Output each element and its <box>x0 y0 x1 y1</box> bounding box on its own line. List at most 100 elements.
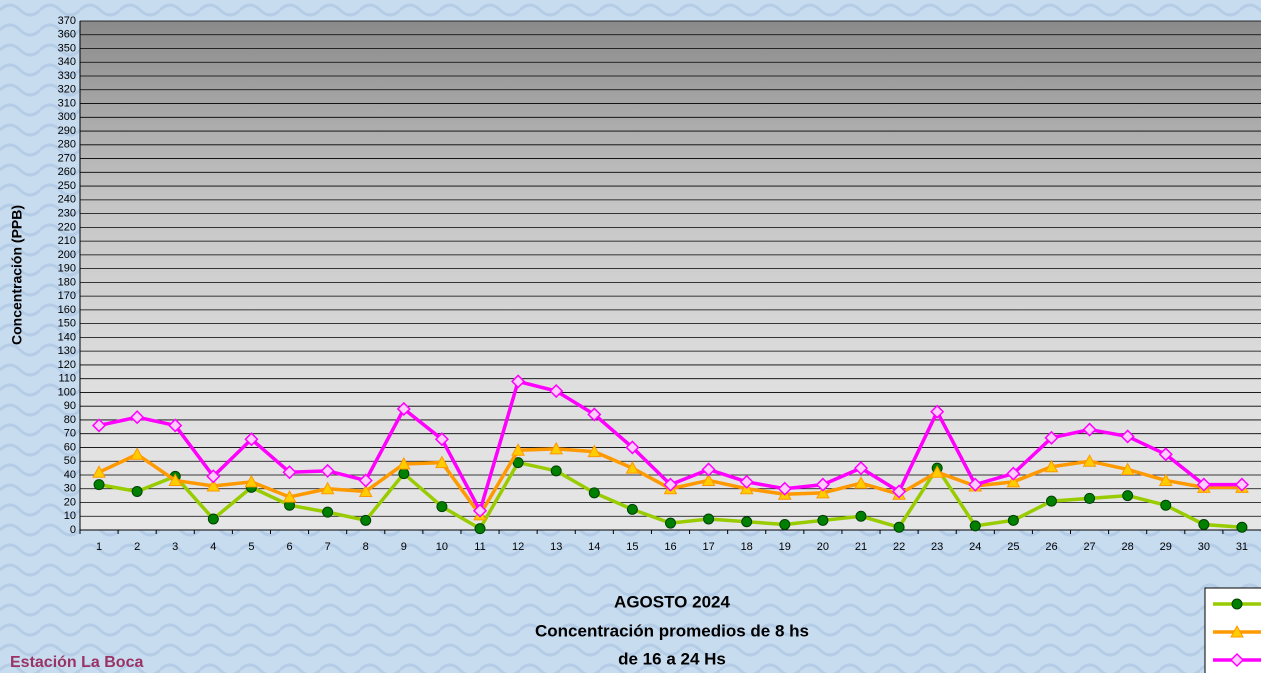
point <box>94 480 104 490</box>
x-tick-label: 6 <box>286 541 292 553</box>
x-tick-label: 20 <box>817 541 829 553</box>
point <box>1161 500 1171 510</box>
x-tick-label: 14 <box>588 541 600 553</box>
point <box>1123 491 1133 501</box>
y-tick-label: 230 <box>58 208 76 220</box>
y-tick-label: 190 <box>58 263 76 275</box>
point <box>1008 515 1018 525</box>
y-tick-label: 260 <box>58 166 76 178</box>
y-tick-label: 360 <box>58 29 76 41</box>
x-tick-label: 18 <box>741 541 753 553</box>
chart: Concentración (PPB) AGOSTO 2024 Concentr… <box>0 0 1261 673</box>
y-tick-label: 350 <box>58 42 76 54</box>
y-tick-label: 310 <box>58 97 76 109</box>
x-tick-label: 10 <box>436 541 448 553</box>
x-tick-label: 12 <box>512 541 524 553</box>
y-tick-label: 30 <box>64 483 76 495</box>
y-tick-label: 0 <box>70 524 76 536</box>
y-tick-label: 200 <box>58 249 76 261</box>
y-tick-label: 340 <box>58 56 76 68</box>
x-tick-label: 8 <box>363 541 369 553</box>
point <box>704 514 714 524</box>
y-tick-label: 210 <box>58 235 76 247</box>
x-tick-label: 27 <box>1083 541 1095 553</box>
point <box>437 502 447 512</box>
y-tick-label: 370 <box>58 15 76 27</box>
y-tick-label: 90 <box>64 400 76 412</box>
y-tick-label: 150 <box>58 318 76 330</box>
y-tick-label: 270 <box>58 152 76 164</box>
y-tick-label: 240 <box>58 194 76 206</box>
point <box>323 507 333 517</box>
y-tick-label: 330 <box>58 70 76 82</box>
point <box>1085 493 1095 503</box>
x-tick-label: 15 <box>626 541 638 553</box>
point <box>1199 519 1209 529</box>
x-tick-label: 21 <box>855 541 867 553</box>
y-tick-label: 40 <box>64 469 76 481</box>
x-tick-label: 22 <box>893 541 905 553</box>
x-tick-label: 3 <box>172 541 178 553</box>
legend-marker <box>1232 599 1242 609</box>
y-tick-label: 60 <box>64 441 76 453</box>
x-tick-label: 24 <box>969 541 981 553</box>
y-tick-label: 180 <box>58 276 76 288</box>
y-tick-label: 140 <box>58 331 76 343</box>
station-label: Estación La Boca <box>10 654 143 671</box>
point <box>666 518 676 528</box>
point <box>627 504 637 514</box>
x-tick-label: 28 <box>1122 541 1134 553</box>
y-tick-label: 280 <box>58 139 76 151</box>
point <box>894 522 904 532</box>
y-tick-label: 120 <box>58 359 76 371</box>
y-tick-label: 10 <box>64 510 76 522</box>
point <box>818 515 828 525</box>
y-tick-label: 250 <box>58 180 76 192</box>
point <box>780 519 790 529</box>
y-tick-label: 220 <box>58 221 76 233</box>
plot-area <box>80 21 1261 530</box>
point <box>399 469 409 479</box>
point <box>742 517 752 527</box>
x-tick-label: 4 <box>210 541 216 553</box>
y-tick-label: 110 <box>58 373 76 385</box>
y-tick-label: 290 <box>58 125 76 137</box>
x-tick-label: 11 <box>474 541 485 553</box>
y-tick-label: 160 <box>58 304 76 316</box>
y-axis-label: Concentración (PPB) <box>9 205 25 345</box>
y-tick-label: 50 <box>64 455 76 467</box>
y-tick-label: 100 <box>58 386 76 398</box>
point <box>361 515 371 525</box>
point <box>856 511 866 521</box>
chart-subtitle: Concentración promedios de 8 hs <box>535 621 809 640</box>
x-tick-label: 9 <box>401 541 407 553</box>
y-tick-label: 320 <box>58 84 76 96</box>
x-tick-label: 7 <box>325 541 331 553</box>
x-tick-label: 13 <box>550 541 562 553</box>
x-tick-label: 2 <box>134 541 140 553</box>
x-tick-label: 23 <box>931 541 943 553</box>
point <box>1046 496 1056 506</box>
point <box>208 514 218 524</box>
point <box>551 466 561 476</box>
x-tick-label: 5 <box>248 541 254 553</box>
x-tick-label: 30 <box>1198 541 1210 553</box>
point <box>970 521 980 531</box>
y-tick-label: 130 <box>58 345 76 357</box>
x-tick-label: 19 <box>779 541 791 553</box>
y-tick-label: 70 <box>64 428 76 440</box>
x-tick-label: 26 <box>1045 541 1057 553</box>
point <box>589 488 599 498</box>
x-tick-label: 31 <box>1236 541 1248 553</box>
chart-subtitle: de 16 a 24 Hs <box>618 649 726 668</box>
x-tick-label: 17 <box>702 541 714 553</box>
y-tick-label: 20 <box>64 496 76 508</box>
chart-title: AGOSTO 2024 <box>614 592 730 611</box>
point <box>1237 522 1247 532</box>
y-tick-label: 170 <box>58 290 76 302</box>
point <box>132 486 142 496</box>
y-tick-label: 80 <box>64 414 76 426</box>
x-tick-label: 16 <box>664 541 676 553</box>
y-tick-label: 300 <box>58 111 76 123</box>
x-tick-label: 1 <box>96 541 102 553</box>
